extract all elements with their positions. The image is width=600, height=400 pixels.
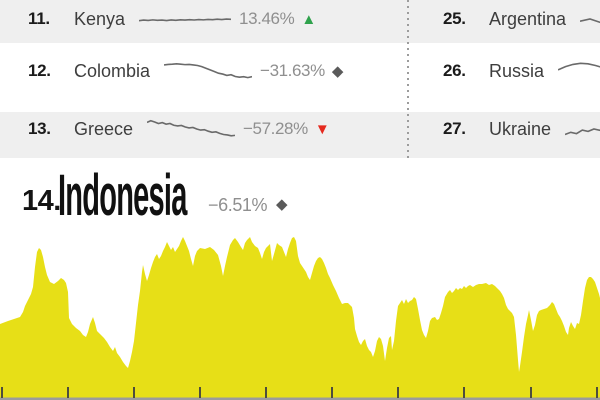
sparkline-chart — [164, 60, 252, 82]
rank-number: 26. — [443, 61, 466, 80]
rank-number: 25. — [443, 9, 466, 28]
country-label: Argentina — [489, 8, 567, 29]
down-triangle-icon: ▼ — [314, 120, 330, 138]
feature-rank-number: 14. — [22, 185, 61, 217]
up-triangle-icon: ▲ — [301, 10, 317, 28]
feature-percent-change: −6.51% — [208, 195, 268, 215]
rank-number: 12. — [28, 61, 51, 80]
rank-number: 13. — [28, 119, 51, 138]
percent-change: −57.28% — [243, 119, 308, 138]
country-label: Greece — [74, 118, 134, 139]
country-label: Colombia — [74, 60, 151, 81]
ranking-row-russia: 26. Russia — [443, 53, 600, 89]
country-label: Russia — [489, 60, 545, 81]
row-band-gray — [0, 0, 600, 43]
sparkline-chart — [558, 60, 600, 82]
percent-change: 13.46% — [239, 9, 295, 28]
sparkline-chart — [147, 118, 235, 140]
sparkline-chart — [580, 8, 600, 30]
rank-number: 27. — [443, 119, 466, 138]
ranking-row-kenya: 11. Kenya 13.46% ▲ — [28, 1, 400, 37]
rank-number: 11. — [28, 9, 50, 28]
diamond-icon: ◆ — [331, 62, 344, 80]
ranking-row-argentina: 25. Argentina — [443, 1, 600, 37]
percent-change: −31.63% — [260, 61, 325, 80]
country-label: Ukraine — [489, 118, 552, 139]
row-band-gray — [0, 112, 600, 158]
ranking-row-greece: 13. Greece −57.28% ▼ — [28, 111, 400, 147]
dotted-column-divider — [407, 0, 409, 161]
indonesia-area-chart — [0, 237, 600, 400]
ranking-row-ukraine: 27. Ukraine — [443, 111, 600, 147]
sparkline-chart — [565, 118, 600, 140]
ranking-row-colombia: 12. Colombia −31.63% ◆ — [28, 53, 400, 89]
country-label: Kenya — [74, 8, 126, 29]
feature-country-title: Indonesia — [58, 163, 187, 228]
diamond-icon: ◆ — [276, 196, 288, 213]
sparkline-chart — [139, 8, 231, 30]
